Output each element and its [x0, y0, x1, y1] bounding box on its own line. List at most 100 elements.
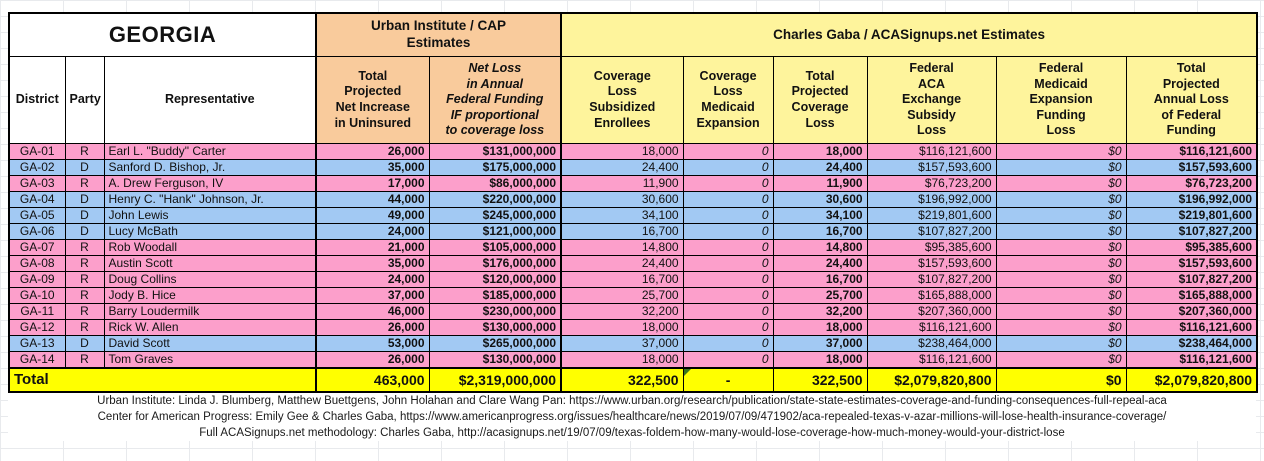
cell-cov-loss-subsidized[interactable]: 24,400: [560, 255, 684, 272]
cell-total-funding-loss[interactable]: $76,723,200: [1125, 175, 1258, 192]
cell-district[interactable]: GA-13: [8, 335, 66, 352]
cell-party[interactable]: D: [64, 159, 105, 176]
cell-total-funding-loss[interactable]: $116,121,600: [1125, 351, 1258, 369]
column-header-total-funding-loss[interactable]: Total Projected Annual Loss of Federal F…: [1125, 56, 1258, 144]
cell-cov-loss-medicaid[interactable]: 0: [682, 335, 774, 352]
cell-representative[interactable]: Jody B. Hice: [103, 287, 317, 304]
cell-district[interactable]: GA-02: [8, 159, 66, 176]
cell-party[interactable]: R: [64, 239, 105, 256]
cell-total-cov-loss[interactable]: 24,400: [772, 159, 868, 176]
column-header-medicaid-funding-loss[interactable]: Federal Medicaid Expansion Funding Loss: [995, 56, 1127, 144]
sheet-title[interactable]: GEORGIA: [8, 12, 317, 57]
cell-net-loss-urban[interactable]: $175,000,000: [428, 159, 562, 176]
cell-total-cov-loss[interactable]: 37,000: [772, 335, 868, 352]
total-net-loss-urban-cell[interactable]: $2,319,000,000: [428, 367, 562, 393]
column-header-party[interactable]: Party: [64, 56, 105, 144]
cell-district[interactable]: GA-08: [8, 255, 66, 272]
cell-party[interactable]: R: [64, 351, 105, 369]
cell-cov-loss-subsidized[interactable]: 14,800: [560, 239, 684, 256]
cell-total-cov-loss[interactable]: 34,100: [772, 207, 868, 224]
cell-total-cov-loss[interactable]: 16,700: [772, 271, 868, 288]
cell-net-loss-urban[interactable]: $185,000,000: [428, 287, 562, 304]
column-header-net-loss-urban[interactable]: Net Loss in Annual Federal Funding IF pr…: [428, 56, 562, 144]
cell-net-loss-urban[interactable]: $220,000,000: [428, 191, 562, 208]
cell-total-cov-loss[interactable]: 14,800: [772, 239, 868, 256]
cell-district[interactable]: GA-14: [8, 351, 66, 369]
cell-total-cov-loss[interactable]: 11,900: [772, 175, 868, 192]
gaba-section-header[interactable]: Charles Gaba / ACASignups.net Estimates: [560, 12, 1258, 57]
cell-net-loss-urban[interactable]: $130,000,000: [428, 351, 562, 369]
cell-total-funding-loss[interactable]: $196,992,000: [1125, 191, 1258, 208]
cell-aca-subsidy-loss[interactable]: $165,888,000: [866, 287, 997, 304]
cell-net-increase[interactable]: 37,000: [315, 287, 430, 304]
cell-representative[interactable]: A. Drew Ferguson, IV: [103, 175, 317, 192]
cell-total-cov-loss[interactable]: 25,700: [772, 287, 868, 304]
cell-cov-loss-subsidized[interactable]: 16,700: [560, 271, 684, 288]
cell-cov-loss-subsidized[interactable]: 18,000: [560, 143, 684, 160]
cell-representative[interactable]: Doug Collins: [103, 271, 317, 288]
cell-party[interactable]: D: [64, 191, 105, 208]
cell-district[interactable]: GA-05: [8, 207, 66, 224]
cell-cov-loss-subsidized[interactable]: 34,100: [560, 207, 684, 224]
cell-district[interactable]: GA-11: [8, 303, 66, 320]
cell-net-loss-urban[interactable]: $176,000,000: [428, 255, 562, 272]
cell-medicaid-funding-loss[interactable]: $0: [995, 207, 1127, 224]
cell-aca-subsidy-loss[interactable]: $76,723,200: [866, 175, 997, 192]
cell-party[interactable]: R: [64, 319, 105, 336]
cell-net-loss-urban[interactable]: $265,000,000: [428, 335, 562, 352]
cell-cov-loss-medicaid[interactable]: 0: [682, 159, 774, 176]
cell-total-funding-loss[interactable]: $107,827,200: [1125, 271, 1258, 288]
cell-party[interactable]: D: [64, 207, 105, 224]
cell-total-funding-loss[interactable]: $157,593,600: [1125, 159, 1258, 176]
cell-cov-loss-subsidized[interactable]: 37,000: [560, 335, 684, 352]
cell-total-cov-loss[interactable]: 16,700: [772, 223, 868, 240]
cell-total-cov-loss[interactable]: 18,000: [772, 319, 868, 336]
cell-total-funding-loss[interactable]: $116,121,600: [1125, 143, 1258, 160]
urban-section-header[interactable]: Urban Institute / CAP Estimates: [315, 12, 562, 57]
cell-cov-loss-subsidized[interactable]: 16,700: [560, 223, 684, 240]
cell-cov-loss-medicaid[interactable]: 0: [682, 255, 774, 272]
cell-medicaid-funding-loss[interactable]: $0: [995, 255, 1127, 272]
cell-total-funding-loss[interactable]: $157,593,600: [1125, 255, 1258, 272]
cell-net-increase[interactable]: 35,000: [315, 255, 430, 272]
column-header-cov-loss-medicaid[interactable]: Coverage Loss Medicaid Expansion: [682, 56, 774, 144]
cell-representative[interactable]: David Scott: [103, 335, 317, 352]
cell-district[interactable]: GA-07: [8, 239, 66, 256]
cell-party[interactable]: R: [64, 143, 105, 160]
cell-party[interactable]: R: [64, 287, 105, 304]
cell-cov-loss-subsidized[interactable]: 18,000: [560, 351, 684, 369]
cell-cov-loss-medicaid[interactable]: 0: [682, 287, 774, 304]
cell-district[interactable]: GA-10: [8, 287, 66, 304]
cell-net-increase[interactable]: 26,000: [315, 143, 430, 160]
cell-cov-loss-subsidized[interactable]: 11,900: [560, 175, 684, 192]
cell-total-cov-loss[interactable]: 18,000: [772, 143, 868, 160]
cell-aca-subsidy-loss[interactable]: $219,801,600: [866, 207, 997, 224]
cell-total-cov-loss[interactable]: 30,600: [772, 191, 868, 208]
cell-cov-loss-medicaid[interactable]: 0: [682, 239, 774, 256]
cell-net-loss-urban[interactable]: $86,000,000: [428, 175, 562, 192]
cell-medicaid-funding-loss[interactable]: $0: [995, 239, 1127, 256]
cell-representative[interactable]: Austin Scott: [103, 255, 317, 272]
cell-cov-loss-medicaid[interactable]: 0: [682, 207, 774, 224]
total-net-increase-cell[interactable]: 463,000: [315, 367, 430, 393]
cell-net-loss-urban[interactable]: $230,000,000: [428, 303, 562, 320]
cell-aca-subsidy-loss[interactable]: $95,385,600: [866, 239, 997, 256]
cell-total-funding-loss[interactable]: $165,888,000: [1125, 287, 1258, 304]
cell-medicaid-funding-loss[interactable]: $0: [995, 143, 1127, 160]
cell-party[interactable]: R: [64, 271, 105, 288]
cell-party[interactable]: D: [64, 223, 105, 240]
cell-medicaid-funding-loss[interactable]: $0: [995, 175, 1127, 192]
cell-total-funding-loss[interactable]: $207,360,000: [1125, 303, 1258, 320]
total-aca-subsidy-loss-cell[interactable]: $2,079,820,800: [866, 367, 997, 393]
cell-cov-loss-medicaid[interactable]: 0: [682, 271, 774, 288]
cell-aca-subsidy-loss[interactable]: $157,593,600: [866, 159, 997, 176]
cell-cov-loss-subsidized[interactable]: 25,700: [560, 287, 684, 304]
cell-district[interactable]: GA-03: [8, 175, 66, 192]
cell-net-increase[interactable]: 46,000: [315, 303, 430, 320]
cell-aca-subsidy-loss[interactable]: $238,464,000: [866, 335, 997, 352]
cell-medicaid-funding-loss[interactable]: $0: [995, 351, 1127, 369]
cell-district[interactable]: GA-04: [8, 191, 66, 208]
cell-medicaid-funding-loss[interactable]: $0: [995, 191, 1127, 208]
column-header-net-increase[interactable]: Total Projected Net Increase in Uninsure…: [315, 56, 430, 144]
cell-net-increase[interactable]: 44,000: [315, 191, 430, 208]
